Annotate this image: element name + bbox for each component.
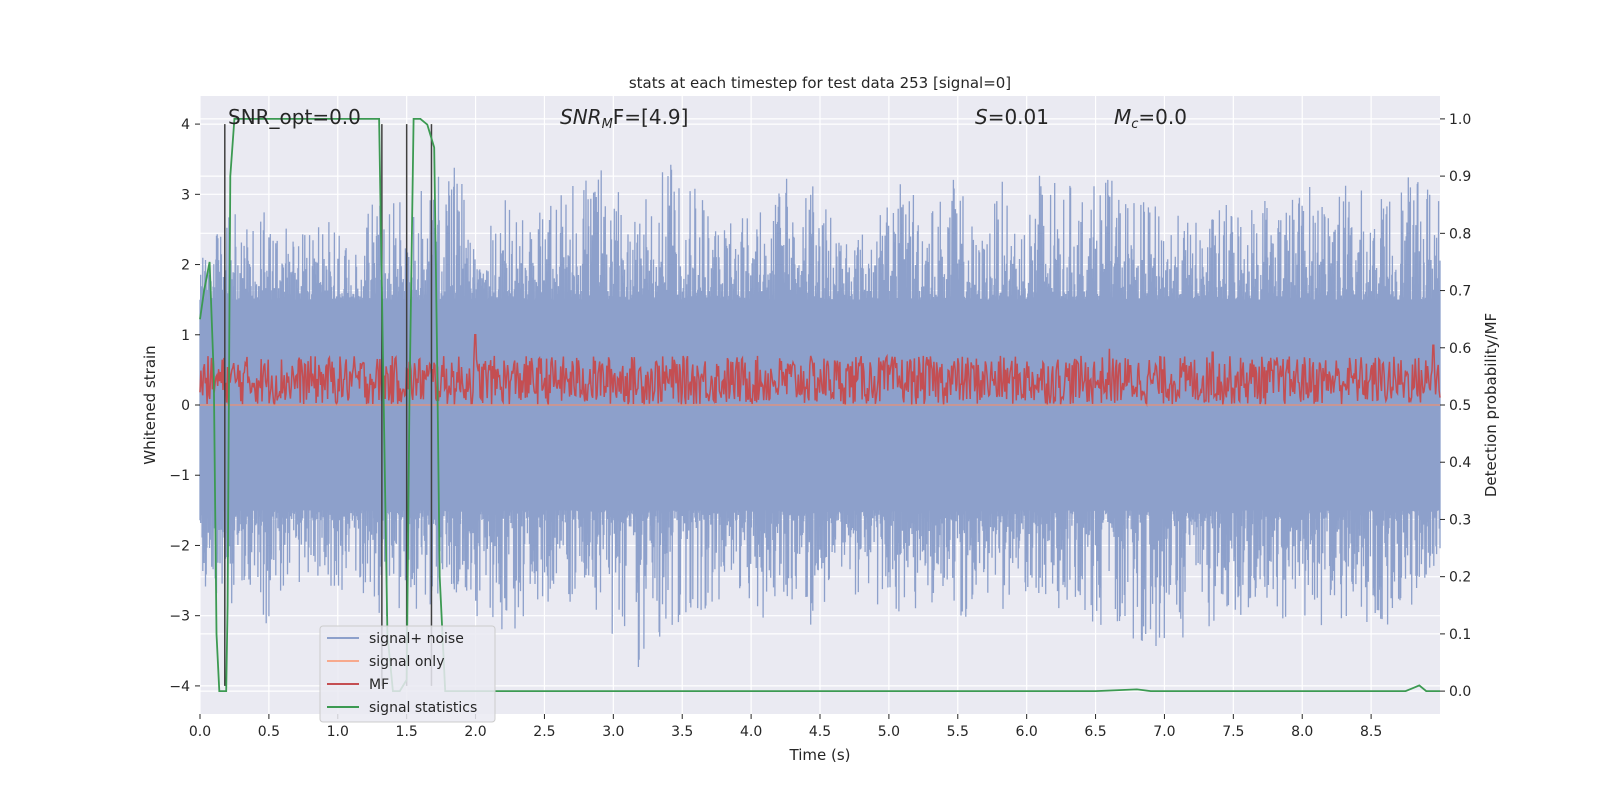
x-tick-label-6: 3.0	[602, 724, 624, 740]
y-left-tick-label-7: −3	[169, 609, 190, 625]
y-left-tick-label-2: 2	[181, 258, 190, 274]
y-right-tick-label-7: 0.3	[1449, 512, 1471, 528]
annotation-snr-mf-rest: F=[4.9]	[613, 105, 689, 129]
y-right-tick-label-5: 0.5	[1449, 398, 1471, 414]
x-axis-ticks: 0.0 0.5 1.0 1.5 2.0 2.5 3.0 3.5 4.0 4.5 5.0 5.5 6.0 6…	[189, 714, 1382, 740]
annotation-mc-name: M	[1114, 105, 1131, 129]
y-right-axis-label: Detection probability/MF	[1482, 313, 1500, 497]
y-right-tick-label-8: 0.2	[1449, 570, 1471, 586]
y-left-axis-ticks: 4 3 2 1 0 −1 −2 −3 −4	[169, 117, 200, 695]
x-tick-label-1: 0.5	[258, 724, 280, 740]
y-right-tick-label-9: 0.1	[1449, 627, 1471, 643]
annotation-s-name: S	[975, 105, 988, 129]
chart-title: stats at each timestep for test data 253…	[629, 74, 1011, 92]
annotation-mc-sub: c	[1131, 117, 1138, 132]
y-left-axis-label: Whitened strain	[141, 345, 159, 464]
y-left-tick-label-6: −2	[169, 538, 190, 554]
y-left-tick-label-1: 3	[181, 187, 190, 203]
y-right-tick-label-0: 1.0	[1449, 112, 1471, 128]
annotation-snr-mf-name: SNR	[560, 105, 602, 129]
annotation-mc: Mc=0.0	[1114, 105, 1187, 132]
legend-label-signal-only: signal only	[369, 654, 444, 670]
annotation-snr-mf: SNRMF=[4.9]	[560, 105, 688, 132]
annotation-snr-mf-sub: M	[602, 117, 613, 132]
y-left-tick-label-4: 0	[181, 398, 190, 414]
x-tick-label-0: 0.0	[189, 724, 211, 740]
x-tick-label-3: 1.5	[396, 724, 418, 740]
x-tick-label-16: 8.0	[1291, 724, 1313, 740]
x-tick-label-5: 2.5	[533, 724, 555, 740]
legend-label-signal-statistics: signal statistics	[369, 700, 477, 716]
x-tick-label-10: 5.0	[878, 724, 900, 740]
y-left-tick-label-8: −4	[169, 679, 190, 695]
x-tick-label-12: 6.0	[1016, 724, 1038, 740]
y-left-tick-label-3: 1	[181, 328, 190, 344]
annotation-mc-rest: =0.0	[1138, 105, 1187, 129]
x-tick-label-4: 2.0	[464, 724, 486, 740]
x-tick-label-15: 7.5	[1222, 724, 1244, 740]
y-right-axis-ticks: 1.0 0.9 0.8 0.7 0.6 0.5 0.4 0.3 0.2 0.1 0.0	[1440, 112, 1471, 700]
y-right-tick-label-4: 0.6	[1449, 341, 1471, 357]
y-left-tick-label-5: −1	[169, 468, 190, 484]
legend-label-signal-plus-noise: signal+ noise	[369, 631, 464, 647]
annotation-snr-opt: SNR_opt=0.0	[228, 105, 361, 129]
x-tick-label-11: 5.5	[947, 724, 969, 740]
legend: signal+ noise signal only MF signal stat…	[319, 625, 496, 723]
x-tick-label-13: 6.5	[1084, 724, 1106, 740]
x-tick-label-7: 3.5	[671, 724, 693, 740]
y-right-tick-label-6: 0.4	[1449, 455, 1471, 471]
annotation-s-rest: =0.01	[988, 105, 1049, 129]
series-signal-statistics	[199, 118, 1440, 692]
x-tick-label-14: 7.0	[1153, 724, 1175, 740]
x-tick-label-17: 8.5	[1360, 724, 1382, 740]
x-axis-label: Time (s)	[789, 746, 851, 764]
signal-statistics-line	[199, 118, 1440, 692]
y-right-tick-label-2: 0.8	[1449, 226, 1471, 242]
annotation-s: S=0.01	[975, 105, 1049, 129]
y-right-tick-label-3: 0.7	[1449, 284, 1471, 300]
y-right-tick-label-1: 0.9	[1449, 169, 1471, 185]
y-left-tick-label-0: 4	[181, 117, 190, 133]
legend-box	[319, 625, 496, 723]
x-tick-label-9: 4.5	[809, 724, 831, 740]
x-tick-label-2: 1.0	[327, 724, 349, 740]
y-right-tick-label-10: 0.0	[1449, 684, 1471, 700]
vertical-markers	[224, 124, 433, 686]
legend-label-mf: MF	[369, 677, 389, 693]
x-tick-label-8: 4.0	[740, 724, 762, 740]
